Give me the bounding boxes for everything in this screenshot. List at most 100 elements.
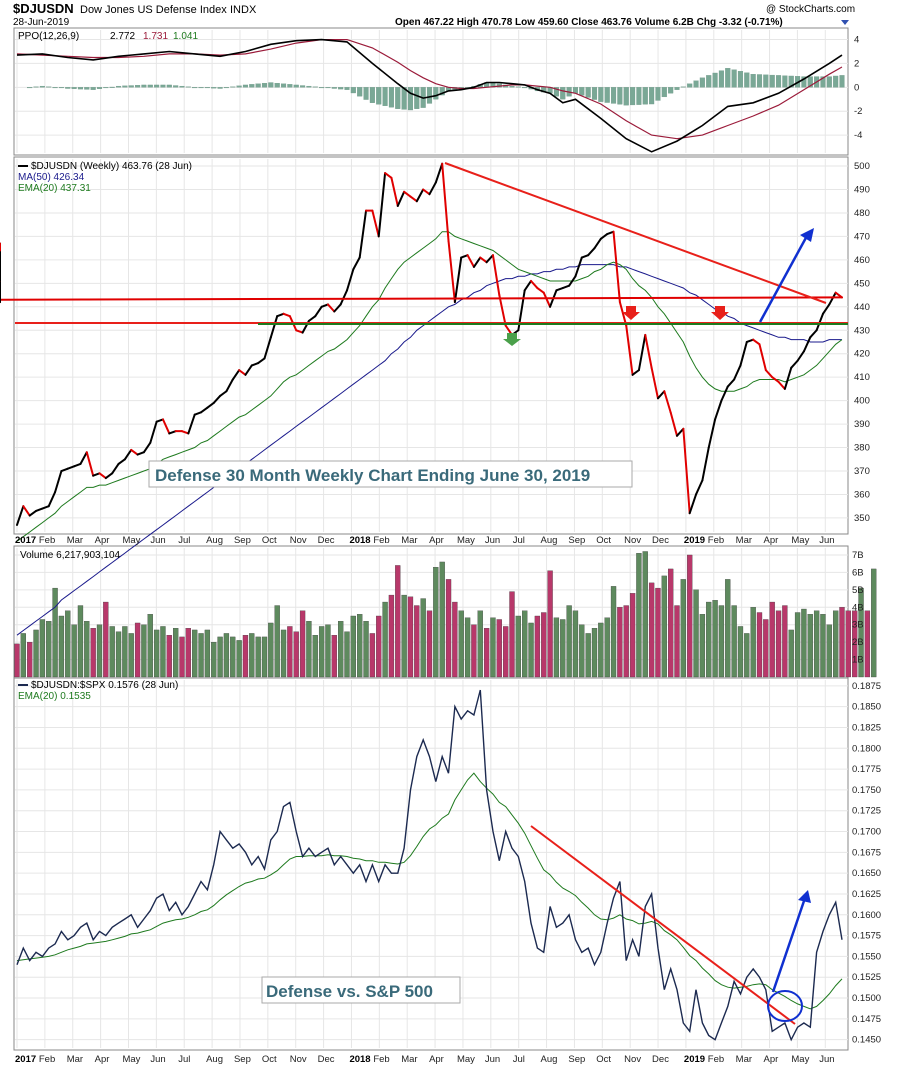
price-segment (796, 350, 805, 362)
volume-bar (128, 633, 134, 678)
price-segment (371, 209, 380, 238)
ppo-histogram-bar (46, 86, 52, 88)
volume-bar (706, 601, 712, 678)
ppo-histogram-bar (579, 87, 585, 96)
ppo-panel (13, 27, 849, 156)
ppo-histogram-bar (27, 87, 33, 89)
price-tick-label: 350 (854, 513, 870, 524)
price-segment (22, 505, 31, 517)
ppo-histogram-bar (211, 87, 217, 89)
volume-bar (407, 596, 414, 678)
breakout-arrowhead-icon (800, 228, 814, 242)
price-segment (314, 305, 323, 318)
x-axis-label-top: Sep (234, 535, 251, 546)
volume-bar (230, 636, 236, 678)
volume-bar (185, 628, 191, 678)
ppo-histogram-bar (192, 87, 198, 89)
volume-tick-label: 4B (852, 602, 864, 613)
x-axis-label-bottom: May (457, 1054, 475, 1065)
volume-bar (388, 594, 395, 678)
ppo-histogram-bar (204, 87, 210, 89)
ppo-histogram-bar (128, 85, 134, 88)
volume-bar (813, 610, 820, 678)
volume-bar (14, 643, 20, 678)
ppo-histogram-bar (820, 76, 826, 88)
volume-bar (166, 635, 172, 678)
ratio-ema20-legend: EMA(20) 0.1535 (18, 691, 91, 702)
ppo-histogram-bar (274, 82, 280, 88)
x-axis-label-bottom: Jun (819, 1054, 834, 1065)
x-axis-label-bottom: Mar (736, 1054, 752, 1065)
price-segment (307, 315, 317, 322)
x-axis-label-bottom: Feb (373, 1054, 389, 1065)
x-axis-label-top: Aug (541, 535, 558, 546)
volume-bar (515, 615, 521, 678)
volume-bar (223, 633, 230, 678)
price-segment (85, 451, 95, 477)
ppo-histogram-bar (610, 87, 617, 104)
x-axis-label-top: 2019 (684, 535, 705, 546)
ppo-histogram-bar (39, 85, 45, 88)
ppo-histogram-bar (261, 82, 268, 88)
price-segment (618, 301, 628, 327)
volume-bar (509, 591, 515, 678)
volume-bar (585, 633, 591, 678)
ppo-histogram-bar (522, 87, 528, 89)
volume-bar (591, 628, 598, 678)
price-segment (346, 268, 355, 292)
x-axis-label-bottom: Nov (624, 1054, 641, 1065)
price-segment (453, 256, 463, 304)
ppo-histogram-bar (217, 87, 223, 89)
price-segment (415, 188, 425, 203)
price-segment (530, 279, 539, 290)
price-segment (720, 385, 729, 402)
ppo-histogram-bar (166, 84, 172, 88)
price-segment (599, 233, 609, 240)
volume-bar (788, 629, 794, 678)
x-axis-label-top: Apr (95, 535, 110, 546)
ratio-tick-label: 0.1600 (852, 910, 881, 921)
price-segment (136, 451, 145, 456)
x-axis-label-bottom: Jul (513, 1054, 525, 1065)
x-axis-label-top: Feb (373, 535, 389, 546)
ppo-histogram-bar (433, 87, 439, 100)
ratio-tick-label: 0.1675 (852, 847, 881, 858)
price-segment (676, 427, 685, 437)
price-segment (263, 336, 272, 360)
ratio-tick-label: 0.1525 (852, 972, 881, 983)
price-segment (498, 294, 507, 327)
ratio-tick-label: 0.1450 (852, 1035, 881, 1046)
x-axis-label-bottom: Mar (67, 1054, 83, 1065)
ppo-histogram-bar (826, 76, 832, 88)
price-segment (54, 470, 63, 494)
price-segment (809, 329, 818, 339)
ratio-tick-label: 0.1575 (852, 931, 881, 942)
ppo-histogram-bar (833, 75, 839, 88)
price-tick-label: 500 (854, 161, 870, 172)
ratio-tick-label: 0.1825 (852, 722, 881, 733)
price-segment (219, 390, 228, 397)
ratio-breakout-arrow (771, 897, 807, 993)
ratio-tick-label: 0.1700 (852, 827, 881, 838)
ppo-histogram-bar (661, 87, 667, 98)
ppo-histogram-bar (306, 85, 312, 88)
ppo-tick-label: 4 (854, 35, 859, 46)
volume-tick-label: 7B (852, 550, 864, 561)
ratio-tick-label: 0.1800 (852, 743, 881, 754)
price-segment (491, 254, 501, 297)
symbol-label: $DJUSDN (13, 1, 74, 16)
volume-bar (160, 626, 166, 678)
x-axis-label-top: Mar (736, 535, 752, 546)
ppo-histogram-bar (198, 87, 204, 89)
quote-dropdown-icon[interactable] (841, 20, 849, 25)
volume-tick-label: 2B (852, 637, 864, 648)
volume-bar (274, 605, 280, 678)
price-segment (212, 394, 222, 404)
volume-bars (14, 551, 877, 678)
ppo-histogram-bar (388, 87, 394, 108)
volume-tick-label: 6B (852, 567, 864, 578)
price-segment (111, 462, 120, 475)
price-segment (428, 181, 437, 196)
price-segment (434, 162, 444, 184)
price-segment (460, 254, 469, 259)
